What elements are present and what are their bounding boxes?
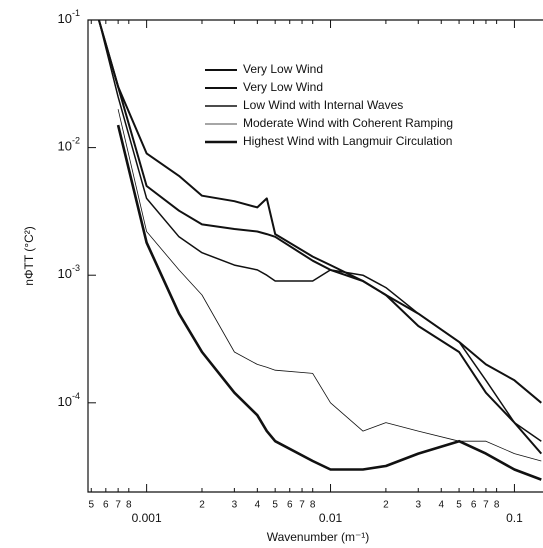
x-tick-label: 6 [471,500,477,511]
legend-label: Low Wind with Internal Waves [243,98,403,112]
x-tick-label: 5 [456,500,462,511]
series-line [117,109,542,462]
legend-label: Moderate Wind with Coherent Ramping [243,116,453,130]
x-axis-label: Wavenumber (m⁻¹) [267,530,370,544]
legend-label: Highest Wind with Langmuir Circulation [243,134,452,148]
y-tick-label: 10-3 [58,264,80,282]
x-tick-label: 8 [126,500,132,511]
x-tick-label: 7 [299,500,305,511]
y-axis-label: nΦTT (°C²) [22,226,36,285]
y-tick-label: 10-4 [58,391,80,409]
x-tick-label: 7 [483,500,489,511]
series-line [97,19,543,455]
x-tick-label: 4 [438,500,444,511]
x-tick-label: 6 [287,500,293,511]
legend-label: Very Low Wind [243,80,323,94]
x-tick-label: 7 [115,500,121,511]
x-tick-label: 8 [310,500,316,511]
x-tick-label: 6 [103,500,109,511]
series-line [97,19,542,404]
series-line [98,19,542,442]
x-tick-label: 8 [494,500,500,511]
x-tick-label: 0.1 [506,511,523,525]
series-line [116,124,542,481]
x-tick-label: 2 [383,500,389,511]
y-tick-label: 10-1 [58,8,80,26]
legend-label: Very Low Wind [243,62,323,76]
x-tick-label: 0.01 [319,511,343,525]
x-tick-label: 5 [272,500,278,511]
x-tick-label: 4 [255,500,261,511]
x-tick-label: 0.001 [132,511,162,525]
x-tick-label: 3 [415,500,421,511]
axis-frame [87,19,543,493]
x-tick-label: 5 [88,500,94,511]
y-tick-label: 10-2 [58,136,80,154]
x-tick-label: 2 [199,500,205,511]
x-tick-label: 3 [232,500,238,511]
